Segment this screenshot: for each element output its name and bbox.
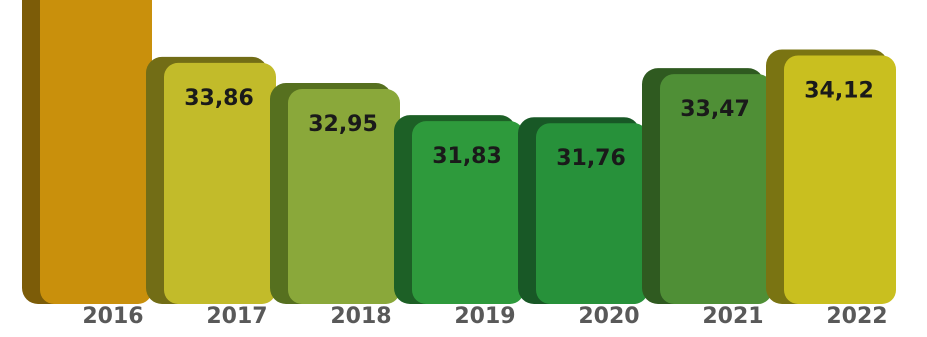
bar-2016: [40, 0, 152, 304]
value-label-2018: 32,95: [308, 112, 378, 137]
bar-2017: [164, 62, 276, 304]
x-tick-label-2016: 2016: [82, 304, 143, 329]
value-label-2022: 34,12: [804, 78, 874, 103]
x-tick-label-2021: 2021: [702, 304, 763, 329]
value-label-2019: 31,83: [432, 144, 502, 169]
bar-2021: [660, 74, 772, 305]
value-label-2017: 33,86: [184, 86, 254, 111]
x-tick-label-2018: 2018: [330, 304, 391, 329]
x-tick-label-2019: 2019: [454, 304, 515, 329]
bar-2019: [412, 121, 524, 304]
value-label-2021: 33,47: [680, 97, 750, 122]
value-label-2020: 31,76: [556, 146, 626, 171]
bar-2020: [536, 123, 648, 304]
bars-layer: [22, 0, 896, 305]
bar-2022: [784, 55, 896, 305]
x-tick-label-2020: 2020: [578, 304, 639, 329]
x-tick-label-2017: 2017: [206, 304, 267, 329]
x-tick-label-2022: 2022: [826, 304, 887, 329]
bar-2018: [288, 89, 400, 304]
x-axis-labels-layer: 2016 2017 2018 2019 2020 2021 2022: [82, 304, 887, 329]
